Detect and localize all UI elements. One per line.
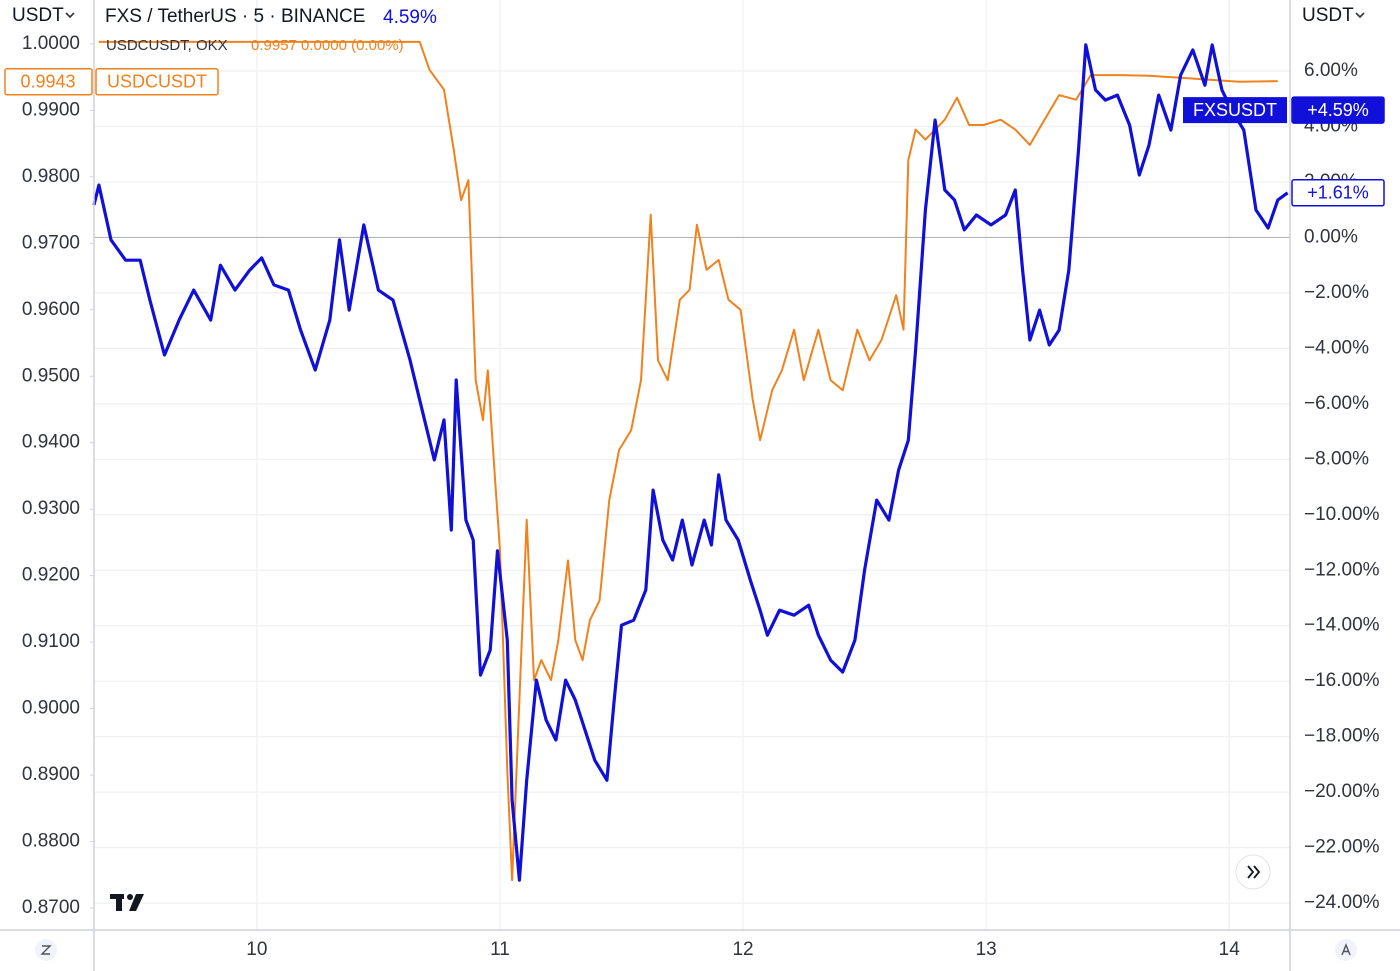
price-tag-text: 0.9943 [20,72,75,92]
y2-tick-label: −16.00% [1304,670,1380,691]
y2-tick-label: 6.00% [1304,60,1358,81]
left-unit[interactable]: USDT [12,5,64,26]
auto-zoom-button[interactable] [35,939,57,961]
auto-scale-button[interactable] [1335,939,1357,961]
grid [94,0,1290,930]
y-tick-label: 1.0000 [22,33,80,54]
price-tag [1291,96,1385,124]
y-tick-label: 0.9500 [22,365,80,386]
price-tag [1291,179,1385,207]
y2-tick-label: −6.00% [1304,393,1369,414]
y2-tick-label: −20.00% [1304,781,1380,802]
x-tick-label: 14 [1219,939,1241,960]
y-tick-label: 0.9300 [22,498,80,519]
logo [110,894,144,911]
price-tag-text: +4.59% [1307,100,1369,120]
y-tick-label: 0.8800 [22,831,80,852]
labels: 10 11 12 13 14 1.0000 0.9900 0.9800 0.9700 0.9600… [4,33,1385,960]
y2-tick-label: −2.00% [1304,282,1369,303]
x-tick-label: 10 [246,939,267,960]
y2-tick-label: −4.00% [1304,337,1369,358]
series-line [92,43,1289,882]
legend-values: 0.9957 0.0000 (0.00%) [251,37,404,54]
x-tick-label: 11 [490,939,510,960]
y2-tick-label: −8.00% [1304,448,1369,469]
y-tick-label: 0.9100 [22,631,80,652]
title-change: 4.59% [383,7,437,28]
y-tick-label: 0.9200 [22,565,80,586]
y2-tick-label: −24.00% [1304,892,1380,913]
series-name-tag [95,68,219,96]
left-unit-chevron [65,12,75,19]
y2-tick-label: 0.00% [1304,226,1358,247]
series-name-tag-text: USDCUSDT [107,72,207,92]
scroll-button[interactable] [1235,854,1271,890]
right-unit-chevron [1355,12,1365,19]
chart-title: FXS / TetherUS · 5 · BINANCE [105,6,365,27]
y-tick-label: 0.9700 [22,232,80,253]
y-tick-label: 0.8700 [22,897,80,918]
legend-label[interactable]: USDCUSDT, OKX [106,37,228,54]
y2-tick-label: −12.00% [1304,559,1380,580]
y2-tick-label: −18.00% [1304,726,1380,747]
x-tick-label: 13 [976,939,997,960]
lines [92,40,1289,882]
y2-tick-label: −14.00% [1304,615,1380,636]
y2-tick-label: −22.00% [1304,837,1380,858]
price-tag-text: +1.61% [1307,183,1369,203]
y2-tick-label: −10.00% [1304,504,1380,525]
y-tick-label: 0.9600 [22,299,80,320]
y-tick-label: 0.9900 [22,99,80,120]
x-tick-label: 12 [732,939,753,960]
series-name-tag [1183,97,1287,124]
series-name-tag-text: FXSUSDT [1193,100,1277,120]
y-tick-label: 0.9800 [22,166,80,187]
price-tag [4,68,93,96]
right-unit[interactable]: USDT [1302,5,1354,26]
y-tick-label: 0.8900 [22,764,80,785]
y-tick-label: 0.9000 [22,698,80,719]
series-line [98,40,1278,882]
y-tick-label: 0.9400 [22,432,80,453]
